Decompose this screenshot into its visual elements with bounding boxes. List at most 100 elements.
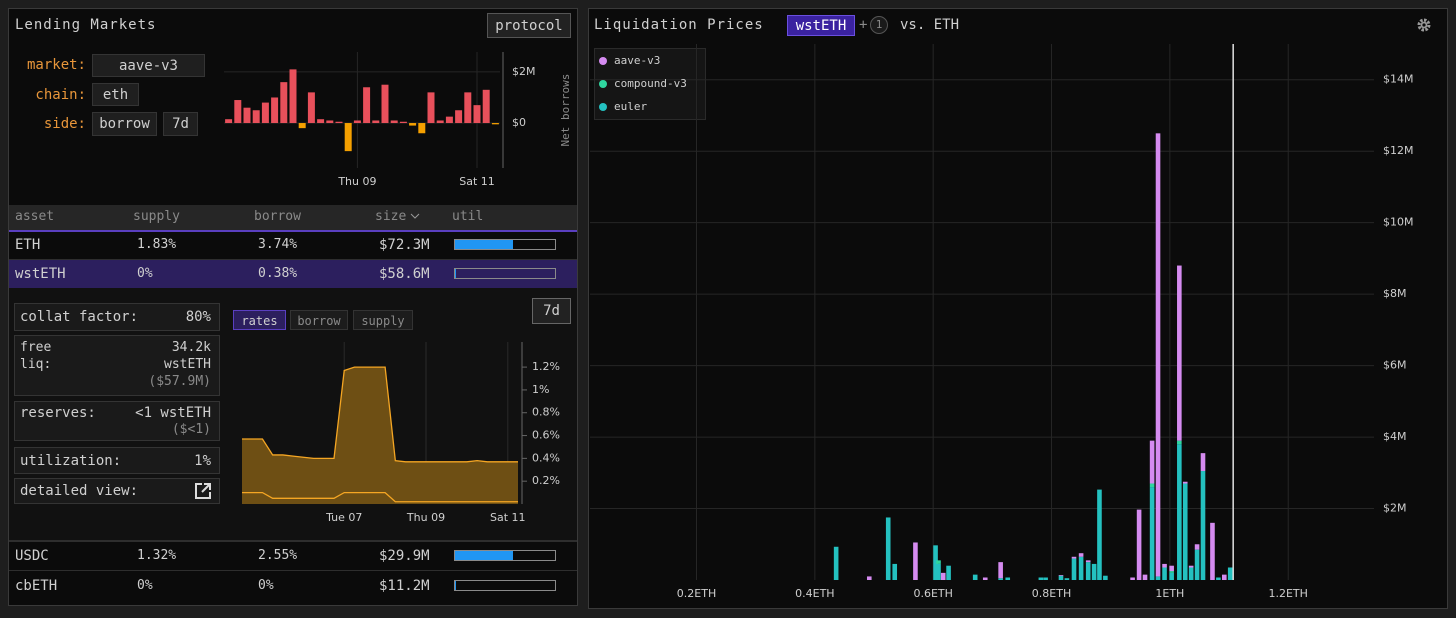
add-button[interactable]: + (859, 17, 868, 33)
legend-label: euler (614, 100, 647, 113)
bar-segment (1071, 556, 1077, 559)
detail-box (14, 303, 220, 331)
detail-box (14, 447, 220, 474)
column-header[interactable]: size (375, 209, 407, 224)
bar-segment (1085, 560, 1091, 563)
tab-active[interactable]: rates (233, 310, 286, 330)
asset-name: cbETH (15, 578, 58, 594)
protocol-button[interactable]: protocol (487, 13, 571, 38)
bar-segment (1177, 440, 1182, 445)
y-tick-label: $4M (1383, 430, 1407, 443)
bar (271, 97, 279, 124)
detail-label: liq: (20, 357, 52, 372)
x-tick-label: 0.4ETH (795, 587, 834, 600)
bar-segment (1210, 522, 1215, 580)
bar-segment (1058, 574, 1064, 576)
count-badge[interactable]: 1 (870, 16, 888, 34)
bar-segment (1078, 553, 1084, 557)
bar (409, 123, 417, 126)
bar (427, 92, 435, 124)
bar (482, 89, 490, 124)
bar (261, 102, 269, 124)
bar-segment (1222, 574, 1227, 580)
bar-segment (1194, 544, 1200, 550)
bar-segment (1155, 133, 1161, 577)
util-bar (455, 240, 513, 249)
settings-icon[interactable] (1416, 17, 1432, 33)
bar-segment (1169, 565, 1174, 572)
detail-value: wstETH (164, 357, 211, 372)
legend-swatch (599, 80, 607, 88)
row-divider (9, 259, 577, 260)
bar-segment (885, 517, 891, 580)
detail-usd: ($<1) (171, 422, 211, 437)
detail-value: 80% (185, 309, 211, 325)
bar (298, 123, 306, 129)
asset-name: wstETH (15, 266, 66, 282)
y-tick-label: $10M (1383, 216, 1414, 229)
bar-segment (833, 546, 839, 580)
bar (464, 92, 472, 124)
detail-box[interactable] (14, 478, 220, 504)
bar-segment (1169, 571, 1174, 573)
x-tick-label: 1ETH (1155, 587, 1184, 600)
bar (418, 123, 426, 134)
util-bar (455, 581, 456, 590)
filter-value[interactable]: eth (92, 83, 139, 106)
y-tick-label: 0.8% (532, 406, 560, 419)
bar-segment (936, 563, 941, 580)
y-tick-label: 0.2% (532, 474, 560, 487)
legend-box (594, 48, 706, 120)
y-tick-label: $0 (512, 116, 526, 129)
bar (473, 105, 481, 124)
bar-segment (933, 545, 938, 580)
util-track (454, 550, 556, 561)
detail-box (14, 335, 220, 396)
bar-segment (1200, 471, 1206, 580)
util-bar (455, 551, 513, 560)
bar-segment (1177, 444, 1182, 580)
y-axis-label: Net borrows (559, 74, 572, 147)
x-tick-label: Sat 11 (459, 175, 495, 188)
filter-label: chain: (35, 87, 86, 103)
detail-box (14, 401, 220, 441)
bar-segment (1071, 558, 1077, 580)
external-link-icon[interactable] (194, 482, 212, 500)
filter-value[interactable]: aave-v3 (92, 54, 205, 77)
bar (317, 119, 325, 124)
bar (307, 92, 315, 124)
filter-value[interactable]: borrow (92, 112, 157, 136)
tab[interactable]: borrow (290, 310, 348, 330)
versus-label: vs. ETH (900, 17, 960, 33)
period-button[interactable]: 7d (163, 112, 198, 136)
x-tick-label: Tue 07 (325, 511, 362, 524)
x-tick-label: Thu 09 (406, 511, 445, 524)
bar-segment (1188, 567, 1194, 580)
bar-segment (866, 576, 872, 580)
period-button[interactable]: 7d (532, 298, 571, 324)
y-tick-label: $8M (1383, 287, 1407, 300)
bar (280, 82, 288, 124)
bar-segment (1078, 556, 1084, 580)
bar-segment (1194, 549, 1200, 580)
x-tick-label: 0.8ETH (1032, 587, 1071, 600)
tab[interactable]: supply (353, 310, 413, 330)
bar-segment (1058, 575, 1064, 580)
bar (399, 121, 407, 124)
asset-chip[interactable]: wstETH (787, 15, 855, 36)
bar-segment (1142, 574, 1148, 580)
detail-label[interactable]: detailed view: (20, 483, 139, 499)
util-track (454, 268, 556, 279)
table-header-band (9, 205, 577, 232)
borrow-rate: 0.38% (258, 266, 298, 281)
bar-segment (1162, 567, 1167, 580)
area-fill (242, 367, 518, 504)
column-header: borrow (254, 209, 301, 224)
bar-segment (892, 563, 898, 580)
x-tick-label: 0.6ETH (913, 587, 952, 600)
bar-segment (1091, 563, 1097, 580)
util-bar (455, 269, 456, 278)
bar (353, 120, 361, 124)
bar-segment (998, 562, 1003, 579)
